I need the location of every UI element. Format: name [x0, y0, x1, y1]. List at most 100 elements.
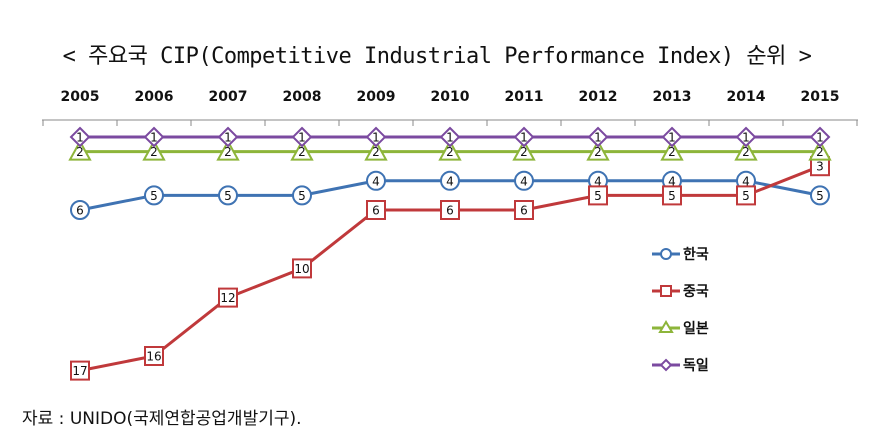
data-point	[366, 170, 386, 191]
data-label: 4	[594, 174, 602, 188]
data-label: 17	[72, 364, 87, 378]
x-tick-label: 2010	[431, 89, 470, 105]
data-label: 12	[220, 291, 235, 305]
data-point	[659, 358, 673, 372]
data-label: 5	[816, 189, 824, 203]
data-label: 1	[668, 131, 676, 145]
cip-rank-chart: 2005 2006 2007 2008 2009 2010 2011 2012 2013 2014…	[42, 89, 858, 381]
source-note: 자료 : UNIDO(국제연합공업개발기구).	[22, 409, 302, 429]
x-axis-ticks	[42, 120, 858, 126]
data-label: 4	[668, 174, 676, 188]
data-point	[661, 126, 683, 148]
data-point	[292, 258, 312, 279]
data-point	[734, 139, 758, 161]
data-point	[660, 285, 672, 297]
data-point	[142, 139, 166, 161]
legend-label: 중국	[683, 284, 709, 300]
data-label: 1	[742, 131, 750, 145]
x-tick-label: 2009	[357, 89, 396, 105]
data-point	[810, 185, 830, 206]
data-label: 1	[150, 131, 158, 145]
data-label: 2	[668, 145, 676, 159]
legend-entry: 독일	[652, 358, 709, 374]
data-point	[660, 248, 672, 260]
data-point	[218, 287, 238, 308]
data-point	[144, 346, 164, 366]
data-label: 2	[150, 145, 158, 159]
data-label: 4	[372, 174, 380, 188]
data-point	[514, 200, 534, 220]
data-point	[439, 126, 461, 148]
data-label: 2	[594, 145, 602, 159]
data-point	[364, 139, 388, 161]
data-point	[736, 185, 756, 206]
data-label: 5	[742, 189, 750, 203]
data-label: 1	[76, 131, 84, 145]
data-label: 1	[594, 131, 602, 145]
legend-label: 일본	[683, 321, 709, 337]
data-label: 5	[668, 189, 676, 203]
data-point	[662, 185, 682, 206]
data-label: 1	[446, 131, 454, 145]
x-tick-label: 2008	[283, 89, 322, 105]
data-label: 1	[816, 131, 824, 145]
data-point	[440, 200, 460, 220]
data-point	[143, 126, 165, 148]
data-label: 3	[816, 160, 824, 174]
series-markers-0: 65 5 54 4 4 4 4 45	[70, 170, 830, 220]
legend-entry: 한국	[652, 247, 709, 263]
data-label: 5	[150, 189, 158, 203]
data-point	[69, 126, 91, 148]
data-label: 5	[594, 189, 602, 203]
data-point	[291, 126, 313, 148]
data-point	[144, 185, 164, 206]
x-tick-label: 2014	[727, 89, 766, 105]
data-label: 5	[298, 189, 306, 203]
x-tick-label: 2015	[801, 89, 840, 105]
data-point	[438, 139, 462, 161]
data-label: 5	[224, 189, 232, 203]
data-point	[809, 126, 831, 148]
data-label: 6	[76, 204, 84, 218]
data-point	[290, 139, 314, 161]
series-markers-1: 17 16 12 10 6 6 6 5 5 5 3	[70, 156, 830, 381]
x-tick-label: 2007	[209, 89, 248, 105]
data-label: 2	[76, 145, 84, 159]
data-label: 1	[224, 131, 232, 145]
data-label: 4	[520, 174, 528, 188]
x-tick-label: 2011	[505, 89, 544, 105]
data-label: 10	[294, 262, 309, 276]
data-label: 2	[298, 145, 306, 159]
legend-label: 독일	[683, 358, 709, 374]
x-tick-label: 2006	[135, 89, 174, 105]
data-point	[512, 139, 536, 161]
data-point	[292, 185, 312, 206]
data-label: 2	[520, 145, 528, 159]
data-point	[586, 139, 610, 161]
data-label: 1	[372, 131, 380, 145]
data-label: 1	[520, 131, 528, 145]
data-point	[68, 139, 92, 161]
data-point	[365, 126, 387, 148]
legend-entry: 일본	[652, 320, 709, 337]
data-point	[735, 126, 757, 148]
chart-title: < 주요국 CIP(Competitive Industrial Perform…	[62, 44, 812, 69]
data-label: 16	[146, 350, 161, 364]
data-label: 2	[742, 145, 750, 159]
data-point	[587, 126, 609, 148]
series-markers-2: 2 2 2 2 2 2 2 2 2 2 2	[68, 139, 832, 161]
data-label: 2	[816, 145, 824, 159]
x-tick-label: 2005	[61, 89, 100, 105]
data-label: 4	[742, 174, 750, 188]
data-point	[513, 126, 535, 148]
data-point	[588, 185, 608, 206]
data-label: 2	[372, 145, 380, 159]
data-point	[514, 170, 534, 191]
legend-entry: 중국	[652, 284, 709, 300]
x-tick-label: 2013	[653, 89, 692, 105]
data-point	[660, 139, 684, 161]
data-point	[70, 360, 90, 381]
data-label: 2	[446, 145, 454, 159]
